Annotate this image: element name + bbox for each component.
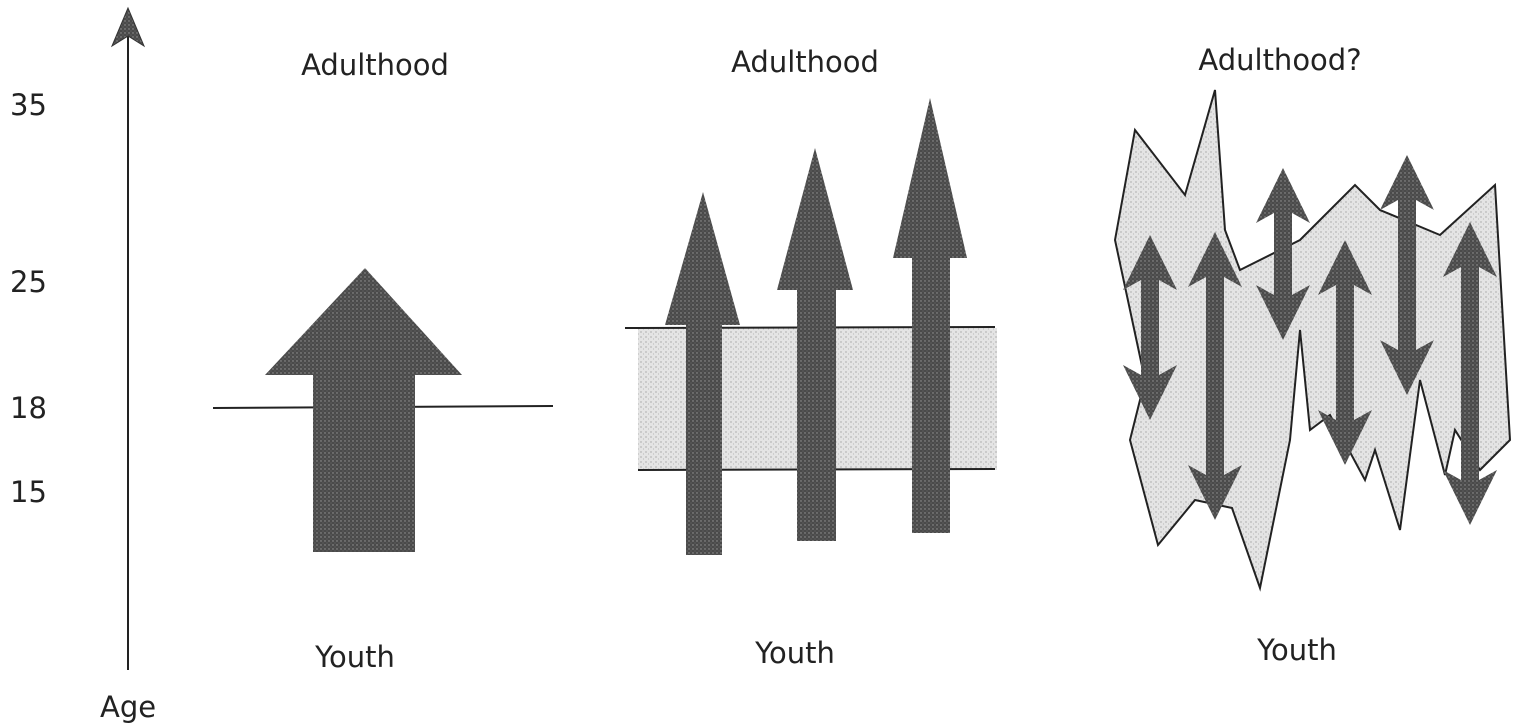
panel-footer: Youth: [314, 640, 395, 674]
panel-title: Adulthood: [301, 48, 449, 82]
age-tick: 15: [10, 475, 47, 509]
jagged-shape: [1115, 90, 1510, 588]
panel-footer: Youth: [1256, 633, 1337, 667]
big-arrow: [265, 268, 462, 552]
panel-footer: Youth: [754, 636, 835, 670]
age-tick: 18: [10, 391, 47, 425]
page: {"axis": {"label": "Age", "ticks": [35, …: [0, 0, 1523, 724]
age-tick: 35: [10, 88, 47, 122]
axis-label: Age: [100, 690, 156, 724]
panel-title: Adulthood?: [1198, 43, 1361, 77]
diagram: 35 25 18 15 Age Adulthood Youth Adulthoo…: [0, 0, 1523, 724]
panel-title: Adulthood: [731, 45, 879, 79]
age-tick: 25: [10, 265, 47, 299]
